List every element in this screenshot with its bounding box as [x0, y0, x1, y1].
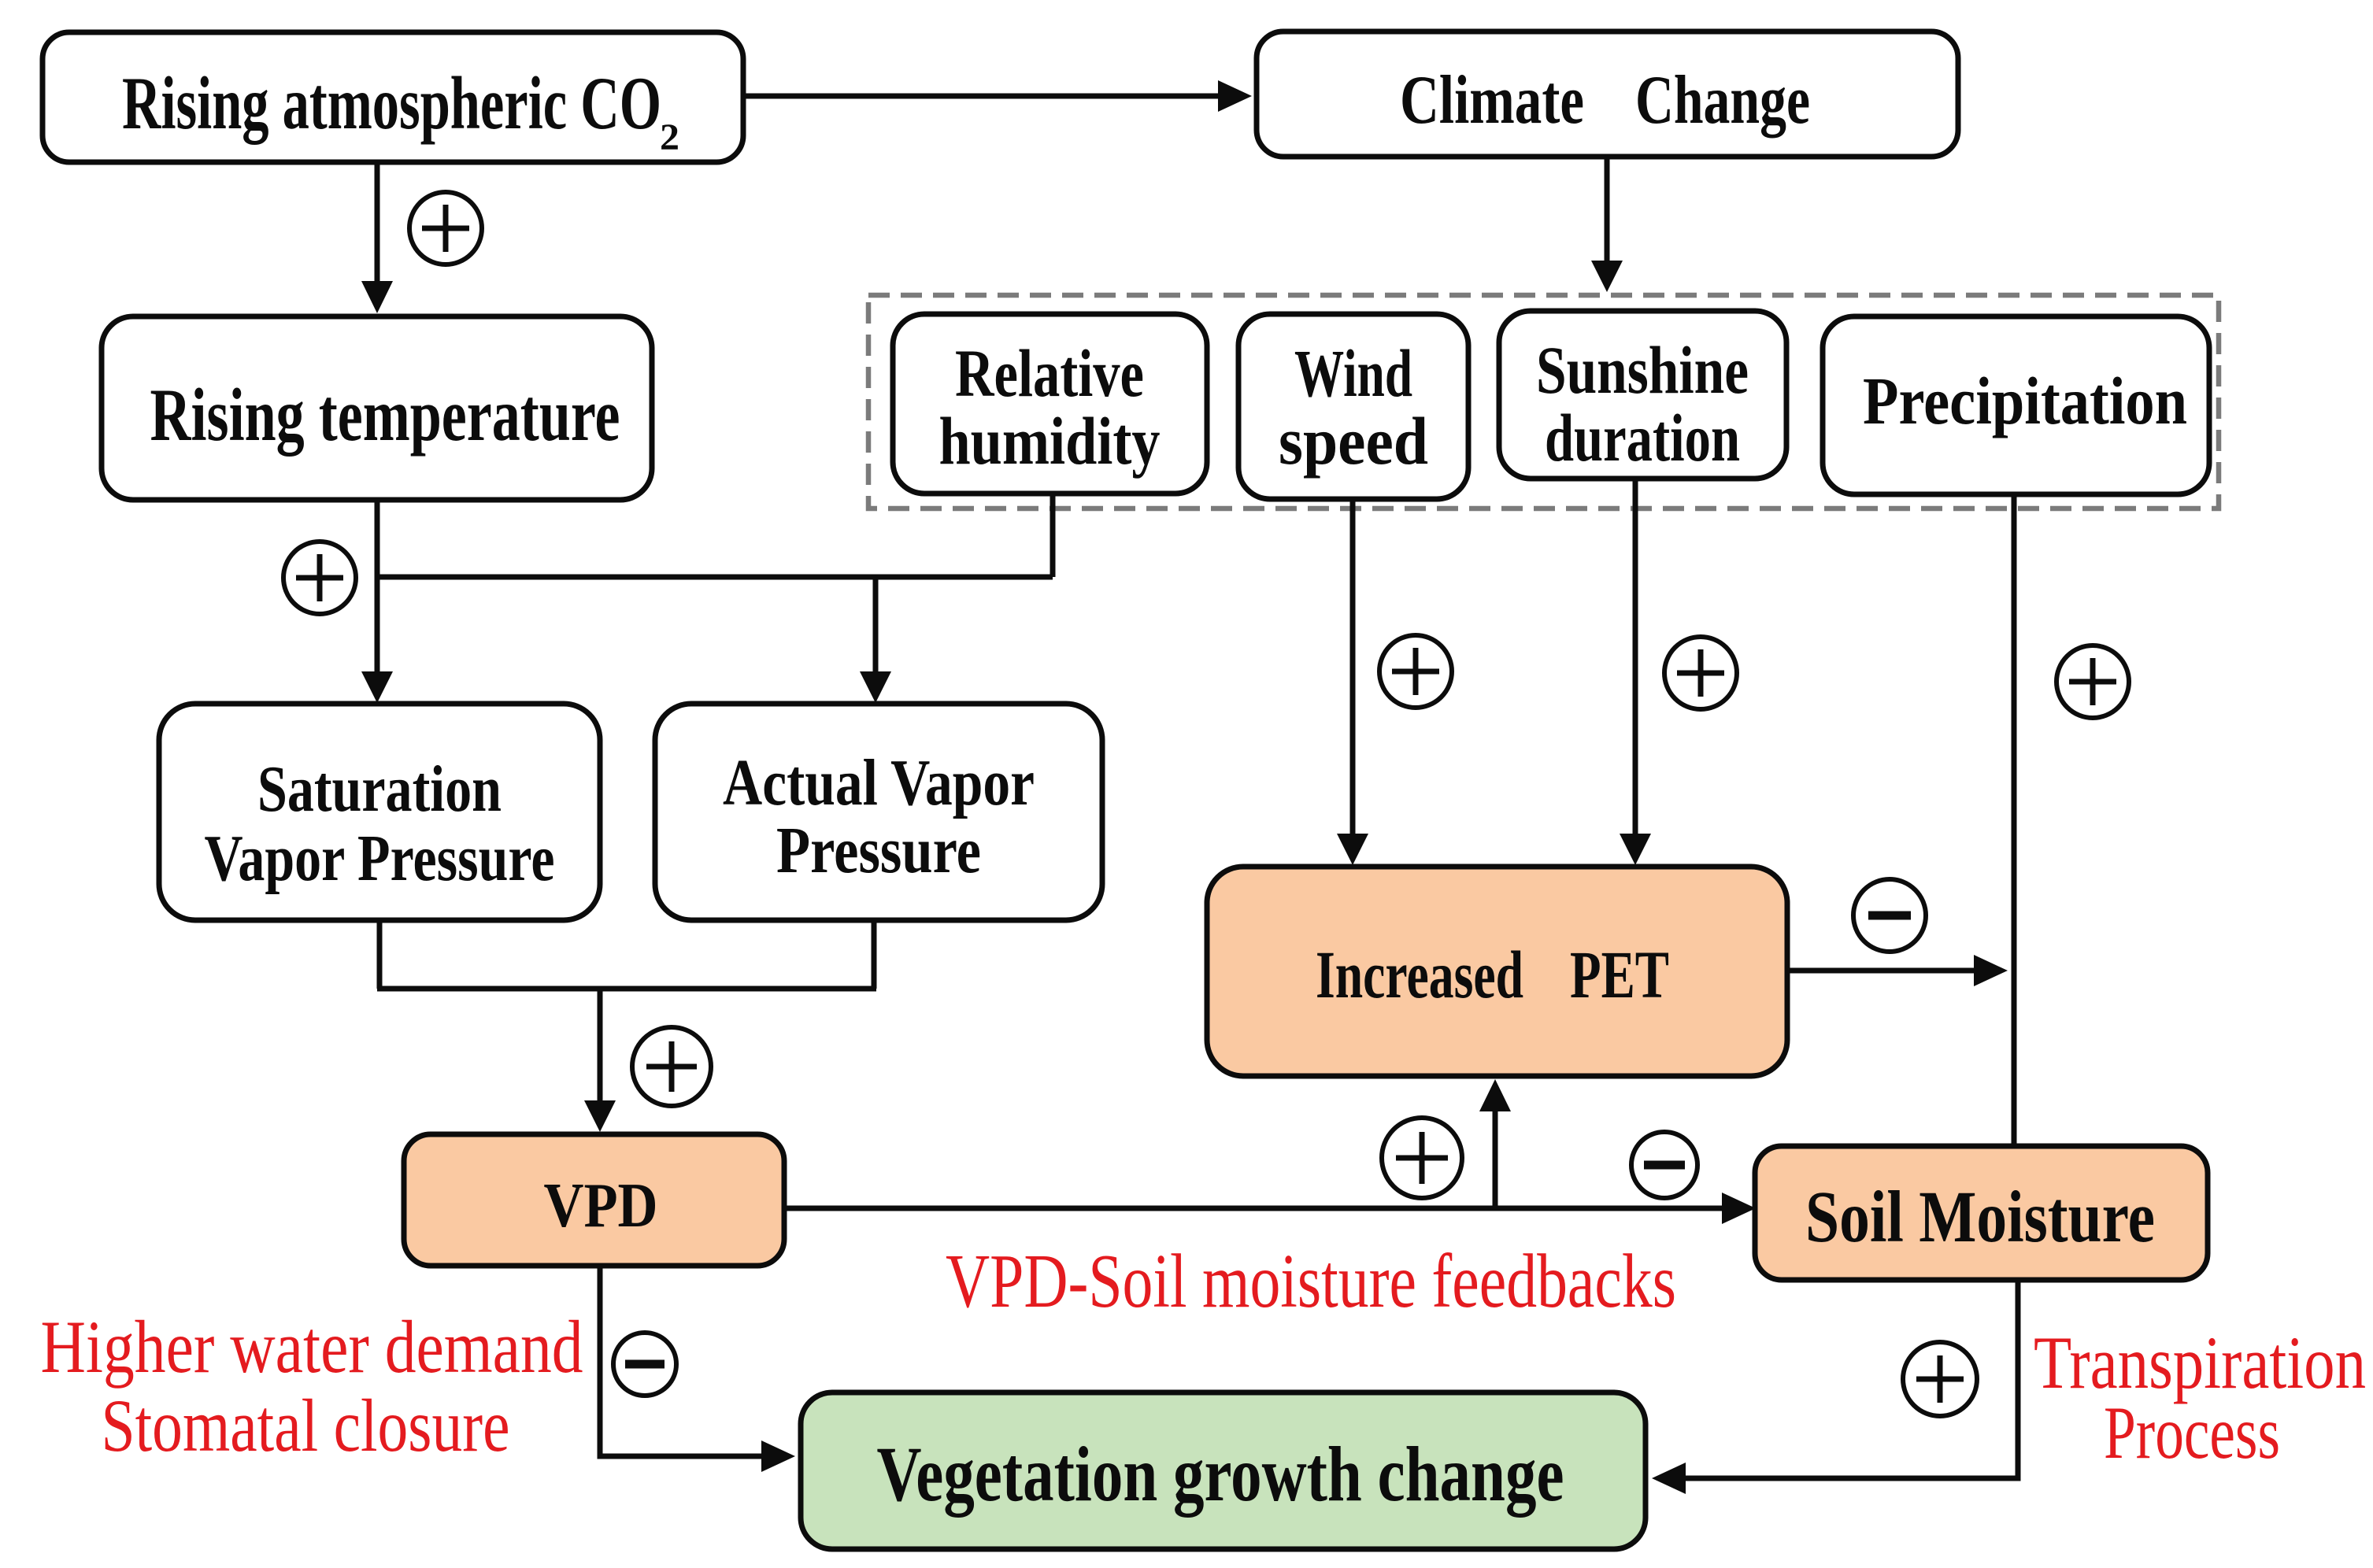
svg-text:Rising temperature: Rising temperature [150, 373, 620, 457]
svg-text:Soil Moisture: Soil Moisture [1805, 1177, 2155, 1258]
svg-text:Stomatal closure: Stomatal closure [102, 1384, 510, 1467]
svg-text:duration: duration [1545, 400, 1740, 475]
svg-text:Increased: Increased [1316, 937, 1523, 1012]
svg-text:Transpiration: Transpiration [2034, 1321, 2366, 1404]
svg-text:Sunshine: Sunshine [1536, 332, 1749, 408]
svg-text:VPD: VPD [544, 1171, 658, 1241]
svg-text:Relative: Relative [955, 335, 1144, 411]
svg-text:Higher water demand: Higher water demand [41, 1305, 583, 1389]
svg-text:Wind: Wind [1294, 335, 1412, 411]
svg-text:speed: speed [1279, 403, 1428, 479]
svg-text:humidity: humidity [939, 403, 1161, 479]
svg-text:Actual Vapor: Actual Vapor [723, 746, 1035, 819]
svg-text:Precipitation: Precipitation [1863, 363, 2187, 438]
svg-text:Change: Change [1635, 62, 1810, 139]
svg-text:Saturation: Saturation [257, 753, 502, 826]
svg-text:PET: PET [1570, 937, 1669, 1012]
svg-text:VPD-Soil moisture feedbacks: VPD-Soil moisture feedbacks [946, 1239, 1676, 1324]
svg-text:Process: Process [2104, 1391, 2280, 1474]
svg-text:2: 2 [660, 116, 679, 158]
svg-text:Climate: Climate [1400, 62, 1584, 139]
svg-text:Vegetation growth change: Vegetation growth change [877, 1430, 1564, 1518]
svg-text:Vapor Pressure: Vapor Pressure [205, 822, 555, 895]
svg-text:Rising atmospheric CO: Rising atmospheric CO [122, 61, 661, 145]
svg-text:Pressure: Pressure [776, 814, 981, 887]
